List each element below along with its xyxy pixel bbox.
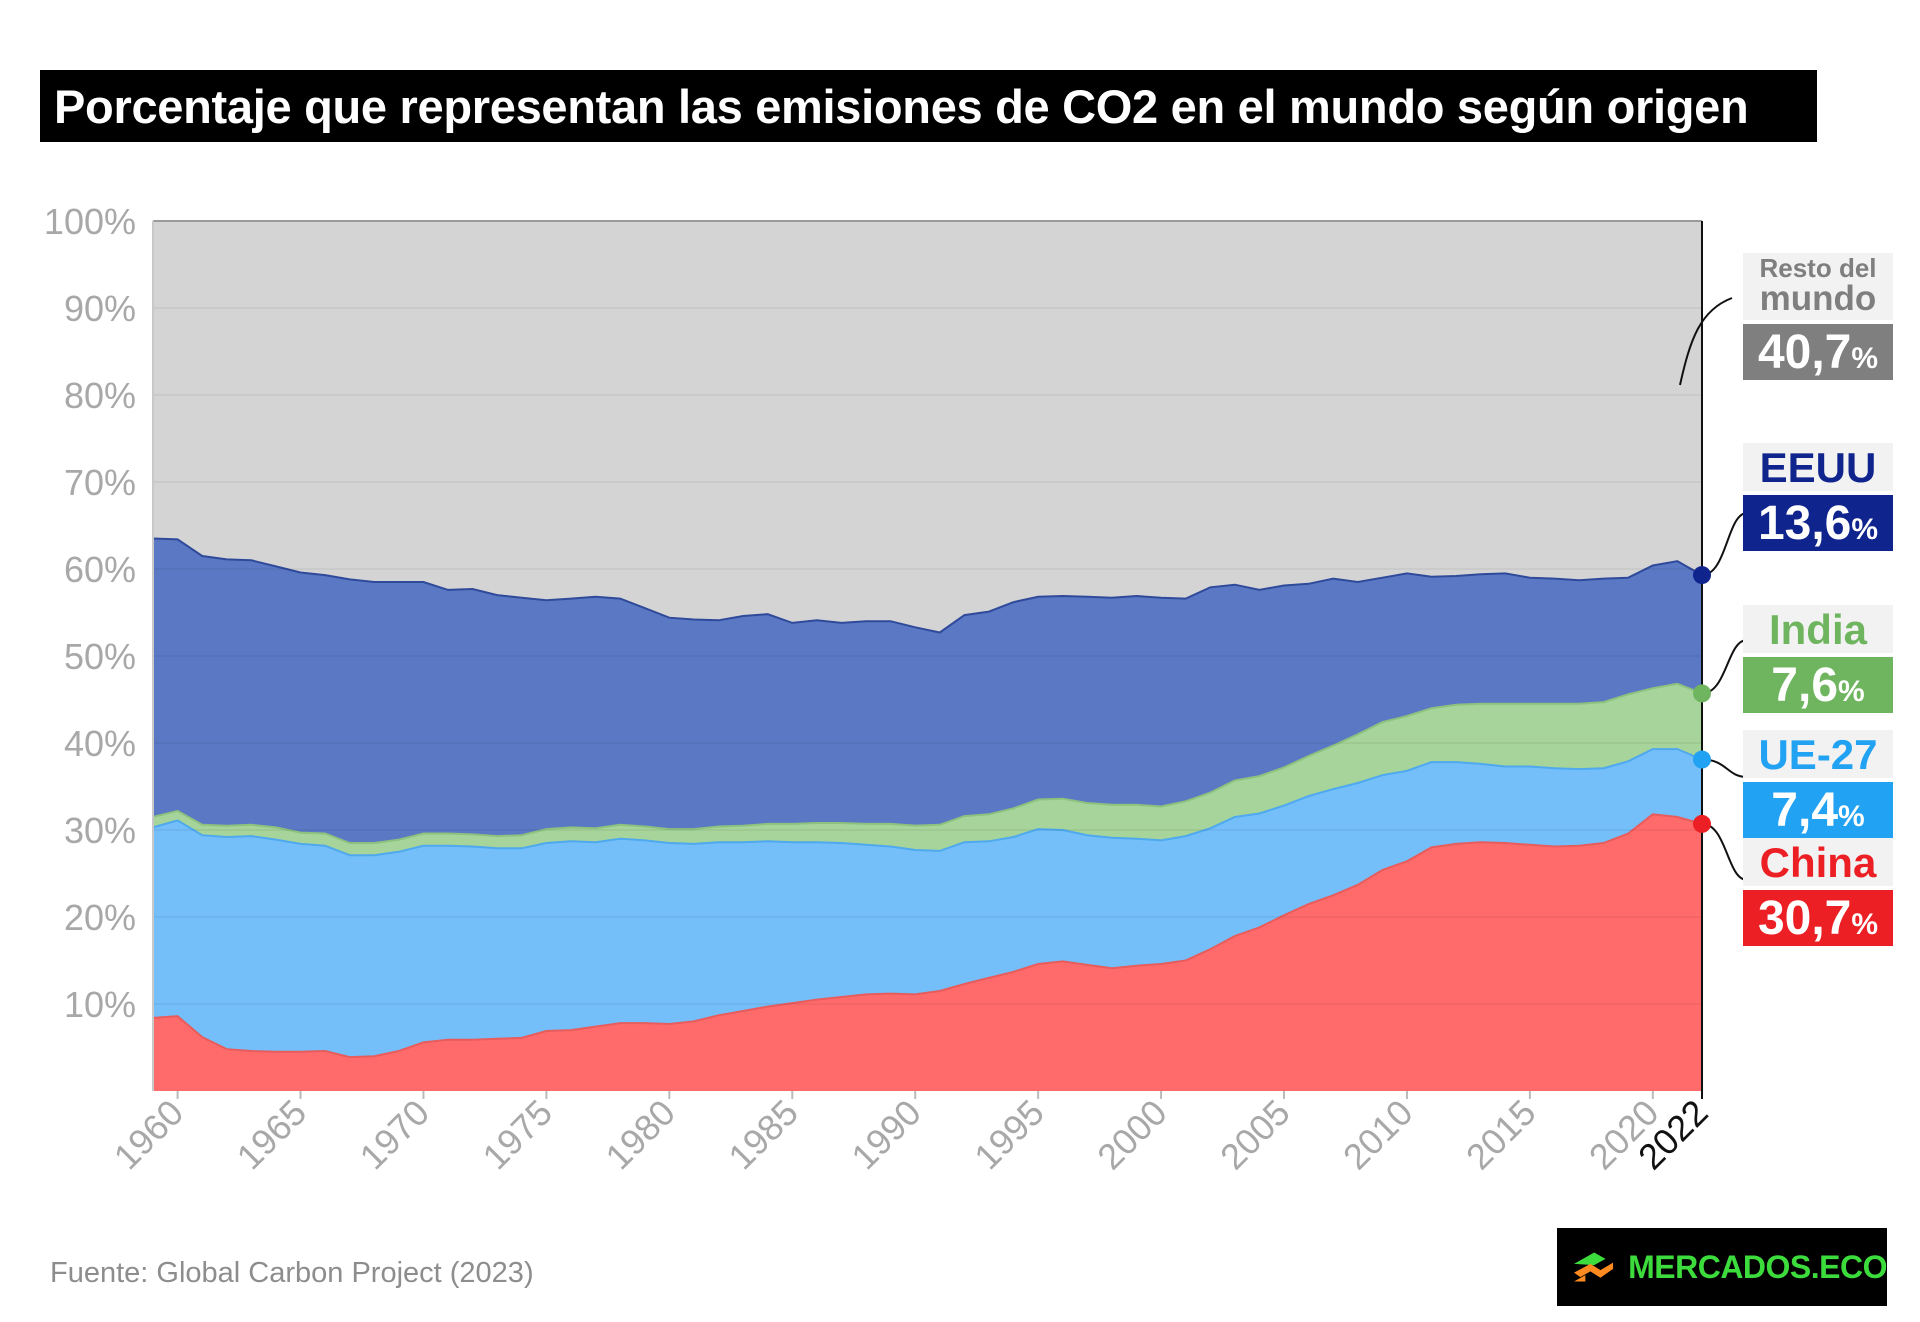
label-eeuu-unit: % (1851, 513, 1879, 546)
connector-line (1701, 512, 1748, 577)
x-axis: 1960 1965 1970 1975 1980 1985 1990 1995 2000 2005… (106, 1091, 1716, 1177)
x-tick-label: 1975 (474, 1092, 560, 1178)
label-eeuu: EEUU 13,6% (1743, 443, 1893, 551)
label-resto: Resto del mundo 40,7% (1743, 253, 1893, 380)
x-tick-label: 2005 (1212, 1092, 1298, 1178)
x-tick-label: 1965 (229, 1092, 315, 1178)
label-ue27-unit: % (1838, 800, 1865, 833)
label-resto-name-1: Resto del (1743, 253, 1893, 281)
label-resto-number: 40,7 (1757, 326, 1852, 379)
chart-title: Porcentaje que representan las emisiones… (54, 79, 1749, 133)
area-ue27 (153, 749, 1702, 1058)
gridlines (152, 220, 1703, 1099)
label-ue27-name: UE-27 (1743, 730, 1893, 778)
connector-line (1701, 639, 1748, 695)
marker-india (1693, 684, 1711, 703)
label-eeuu-number: 13,6 (1757, 497, 1852, 550)
label-india-name: India (1743, 605, 1893, 653)
y-axis: 10% 20% 30% 40% 50% 60% 70% 80% 90% 100% (44, 201, 136, 1025)
x-tick-label: 1990 (843, 1092, 929, 1178)
label-ue27: UE-27 7,4% (1743, 730, 1893, 838)
label-china: China 30,7% (1743, 838, 1893, 946)
chart-areas (152, 221, 1703, 1091)
source-note: Fuente: Global Carbon Project (2023) (50, 1257, 534, 1289)
y-tick-label: 20% (64, 897, 136, 938)
label-resto-value: 40,7% (1743, 324, 1893, 380)
brand-name: MERCADOS.ECO (1628, 1248, 1887, 1285)
x-tick-label: 2015 (1458, 1092, 1544, 1178)
area-india-edge (152, 682, 1703, 844)
area-india (153, 683, 1702, 856)
label-india-number: 7,6 (1771, 659, 1839, 712)
label-india-value: 7,6% (1743, 657, 1893, 713)
y-tick-label: 40% (64, 723, 136, 764)
x-tick-label: 1980 (597, 1092, 683, 1178)
brand-logo: MERCADOS.ECO (1557, 1228, 1887, 1306)
label-india-unit: % (1838, 675, 1865, 708)
title-bar: Porcentaje que representan las emisiones… (40, 70, 1817, 142)
label-china-unit: % (1851, 908, 1879, 941)
y-tick-label: 30% (64, 810, 136, 851)
x-tick-label: 1970 (351, 1092, 437, 1178)
x-tick-label: 2000 (1089, 1092, 1175, 1178)
marker-ue27 (1693, 750, 1711, 769)
area-china (153, 814, 1702, 1091)
marker-china (1693, 814, 1711, 833)
label-china-number: 30,7 (1757, 892, 1852, 945)
y-tick-label: 70% (64, 462, 136, 503)
label-resto-name-2: mundo (1743, 281, 1893, 320)
x-tick-label: 2010 (1335, 1092, 1421, 1178)
label-india: India 7,6% (1743, 605, 1893, 713)
x-tick-label: 1985 (720, 1092, 806, 1178)
y-tick-label: 60% (64, 549, 136, 590)
x-tick-label: 1995 (966, 1092, 1052, 1178)
label-eeuu-value: 13,6% (1743, 495, 1893, 551)
connector-line (1701, 822, 1748, 881)
y-tick-label: 50% (64, 636, 136, 677)
marker-eeuu (1693, 566, 1711, 585)
label-resto-unit: % (1851, 342, 1879, 375)
area-ue27-edge (152, 748, 1703, 857)
label-ue27-value: 7,4% (1743, 782, 1893, 838)
area-eeuu (153, 538, 1702, 843)
label-china-value: 30,7% (1743, 890, 1893, 946)
label-china-name: China (1743, 838, 1893, 886)
y-tick-label: 10% (64, 984, 136, 1025)
label-ue27-number: 7,4 (1771, 784, 1839, 837)
brand-icon (1574, 1252, 1614, 1282)
area-eeuu-edge (152, 537, 1703, 634)
connector-line-resto (1679, 297, 1733, 386)
area-resto (153, 221, 1702, 633)
y-tick-label: 90% (64, 288, 136, 329)
end-markers (1679, 297, 1748, 881)
y-tick-label: 100% (44, 201, 136, 242)
y-tick-label: 80% (64, 375, 136, 416)
area-china-edge (152, 813, 1703, 1059)
x-tick-label: 1960 (106, 1092, 192, 1178)
label-eeuu-name: EEUU (1743, 443, 1893, 491)
